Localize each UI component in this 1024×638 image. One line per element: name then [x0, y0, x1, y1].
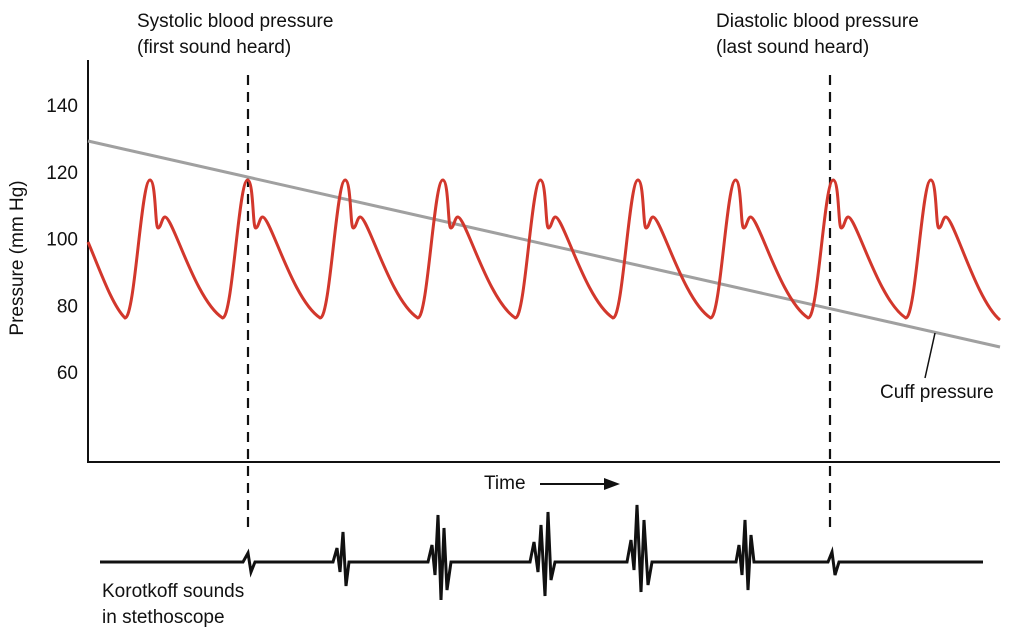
y-tick-label: 80	[57, 296, 78, 317]
diastolic-label: (last sound heard)	[716, 37, 869, 58]
systolic-label: Systolic blood pressure	[137, 11, 333, 32]
y-tick-label: 140	[46, 96, 78, 117]
cuff-leader	[924, 332, 936, 379]
y-axis-label: Pressure (mm Hg)	[7, 180, 28, 335]
korotkoff-label: Korotkoff sounds	[102, 581, 244, 602]
y-tick-label: 60	[57, 363, 78, 384]
time-arrowhead	[604, 478, 620, 490]
systolic-label: (first sound heard)	[137, 37, 291, 58]
x-axis-label: Time	[484, 473, 526, 494]
cuff-pressure-line	[87, 139, 1001, 349]
y-tick-label: 100	[46, 230, 78, 251]
korotkoff-label: in stethoscope	[102, 607, 225, 628]
korotkoff-trace	[100, 504, 983, 601]
cuff-label: Cuff pressure	[880, 382, 994, 403]
arterial-waveform	[86, 178, 1002, 322]
diastolic-label: Diastolic blood pressure	[716, 11, 919, 32]
y-tick-label: 120	[46, 163, 78, 184]
